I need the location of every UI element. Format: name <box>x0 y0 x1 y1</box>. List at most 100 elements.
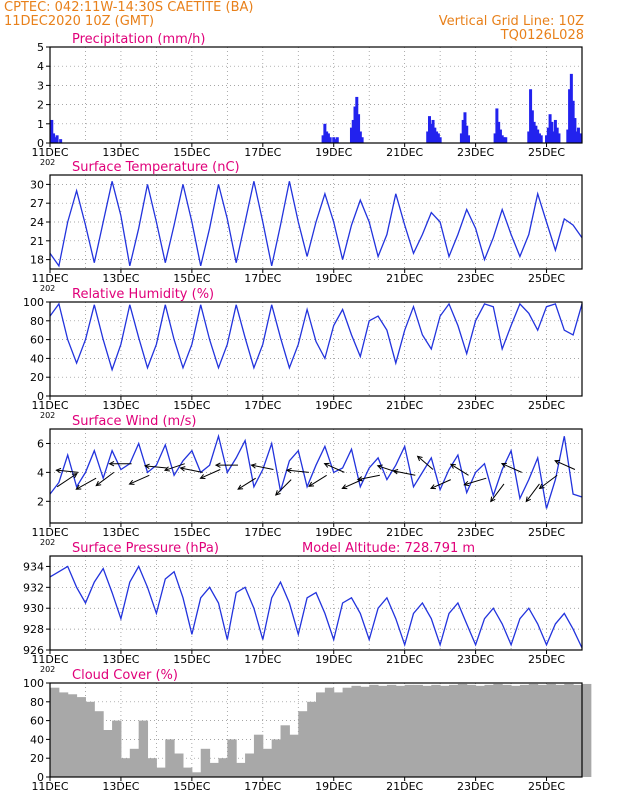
x-tick-label: 25DEC <box>528 272 565 285</box>
precip-bar <box>360 137 364 143</box>
precip-bar <box>55 135 59 143</box>
y-tick-label: 4 <box>37 466 44 479</box>
y-tick-label: 934 <box>23 560 44 573</box>
y-tick-label: 926 <box>23 644 44 657</box>
y-tick-label: 4 <box>37 60 44 73</box>
wind-arrow-head <box>490 496 496 503</box>
cloud-bar <box>76 697 86 777</box>
y-tick-label: 21 <box>30 235 44 248</box>
x-tick-label: 19DEC <box>315 526 352 539</box>
precip-bar <box>493 133 497 143</box>
cloud-bar <box>165 739 175 777</box>
x-tick-label: 19DEC <box>315 146 352 159</box>
cloud-bar <box>138 720 149 777</box>
panel-title: Relative Humidity (%) <box>72 287 214 302</box>
wind-arrow-head <box>71 473 78 479</box>
precip-bar <box>459 133 463 143</box>
panel-frame <box>49 428 583 524</box>
wind-arrow-head <box>199 474 206 480</box>
header: CPTEC: 042:11W-14:30S CAETITE (BA) 11DEC… <box>0 0 618 46</box>
x-tick-label: 11DEC <box>31 272 68 285</box>
precip-bar <box>431 119 435 143</box>
precip-bar <box>576 127 580 143</box>
y-tick-label: 20 <box>30 371 44 384</box>
x-tick-label: 13DEC <box>102 780 139 793</box>
panel-title: Surface Wind (m/s) <box>72 414 196 429</box>
precip-bar <box>435 131 439 143</box>
precip-bar <box>504 137 508 143</box>
precip-bar <box>321 135 325 143</box>
y-tick-label: 932 <box>23 581 44 594</box>
x-tick-label: 15DEC <box>173 146 210 159</box>
wind-arrow <box>200 469 221 479</box>
model-altitude: Model Altitude: 728.791 m <box>302 541 475 556</box>
precip-bar <box>568 89 572 143</box>
x-tick-label: 15DEC <box>173 526 210 539</box>
precip-bar <box>325 131 329 143</box>
panel-temp: Surface Temperature (nC) 18 21 24 27 30 11DEC 1… <box>30 160 583 293</box>
cloud-bar <box>147 758 157 777</box>
wind-arrow-head <box>179 466 186 472</box>
y-tick-label: 100 <box>23 296 44 309</box>
panel-frame <box>49 682 583 778</box>
x-tick-label: 13DEC <box>102 653 139 666</box>
panel-frame <box>49 301 583 397</box>
x-tick-label: 23DEC <box>457 526 494 539</box>
precip-bar <box>532 121 536 143</box>
cloud-bar <box>360 686 370 777</box>
cloud-bar <box>298 711 308 777</box>
cloud-bar <box>413 684 423 777</box>
station-title: CPTEC: 042:11W-14:30S CAETITE (BA) <box>4 0 254 15</box>
panel-pressure: Surface Pressure (hPa) Model Altitude: 72… <box>23 541 583 674</box>
precip-bar <box>537 133 541 143</box>
wind-arrow-head <box>500 462 507 468</box>
x-tick-label: 17DEC <box>244 146 281 159</box>
cloud-bar <box>449 684 459 777</box>
x-tick-label: 23DEC <box>457 399 494 412</box>
precip-bar <box>495 108 499 143</box>
cloud-bar <box>156 767 166 777</box>
cloud-bar <box>369 684 379 777</box>
precip-bar <box>436 133 440 143</box>
y-tick-label: 80 <box>30 315 44 328</box>
y-tick-label: 0 <box>37 137 44 150</box>
cloud-bar <box>493 683 503 777</box>
precip-bar <box>573 118 577 143</box>
model-code: TQ0126L028 <box>500 28 584 43</box>
wind-arrow-head <box>55 467 62 474</box>
wind-arrow-head <box>463 480 470 487</box>
cloud-bar <box>209 762 219 777</box>
cloud-bar <box>85 701 95 777</box>
cloud-bar <box>280 725 290 777</box>
precip-bar <box>571 100 575 143</box>
wind-arrow-head <box>376 464 383 470</box>
panel-precip: Precipitation (mm/h) 0 1 2 3 4 5 11DEC 13DEC 15DE… <box>31 32 583 167</box>
precip-bar <box>429 123 433 143</box>
panel-title: Cloud Cover (%) <box>72 668 178 683</box>
wind-arrow <box>342 479 363 489</box>
y-tick-label: 930 <box>23 602 44 615</box>
cloud-bar <box>50 687 60 777</box>
wind-arrow-head <box>308 481 315 487</box>
grid-note: Vertical Grid Line: 10Z <box>438 14 584 29</box>
y-tick-label: 928 <box>23 623 44 636</box>
x-tick-label: 21DEC <box>386 653 423 666</box>
wind-arrow <box>129 474 150 485</box>
cloud-bar <box>564 683 574 777</box>
wind-arrow <box>56 473 78 488</box>
wind-arrow-head <box>163 466 170 472</box>
cloud-bar <box>307 701 317 777</box>
x-tick-label: 23DEC <box>457 146 494 159</box>
year-label: 202 <box>40 158 55 167</box>
x-tick-label: 23DEC <box>457 653 494 666</box>
wind-arrow <box>554 460 576 470</box>
cloud-bar <box>271 739 282 777</box>
y-tick-label: 1 <box>37 118 44 131</box>
cloud-bar <box>519 684 530 777</box>
wind-arrow <box>525 483 540 502</box>
x-tick-label: 15DEC <box>173 272 210 285</box>
temp-series-line <box>49 181 583 268</box>
panel-wind: Surface Wind (m/s) 2 4 6 11DEC 13DEC 15DEC 17DE… <box>31 414 583 547</box>
wind-arrow-head <box>143 463 150 469</box>
cloud-bar <box>183 767 193 777</box>
